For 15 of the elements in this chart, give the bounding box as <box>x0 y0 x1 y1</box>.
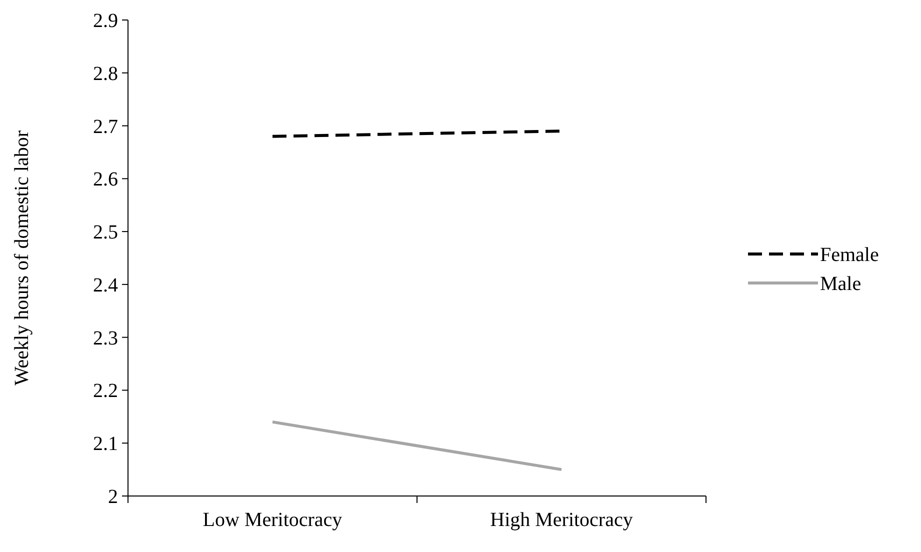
legend-label: Female <box>820 244 879 266</box>
y-tick-label: 2.3 <box>93 327 118 350</box>
x-tick-label: Low Meritocracy <box>202 509 342 531</box>
y-tick-label: 2.6 <box>93 168 118 191</box>
y-tick-label: 2.4 <box>93 274 118 296</box>
y-tick-label: 2.2 <box>93 380 118 402</box>
y-tick-label: 2 <box>108 486 118 508</box>
y-tick-label: 2.8 <box>93 62 118 85</box>
legend-label: Male <box>820 273 862 295</box>
y-tick-label: 2.9 <box>93 10 118 32</box>
y-tick-label: 2.5 <box>93 222 118 244</box>
y-axis-title: Weekly hours of domestic labor <box>11 130 33 386</box>
y-tick-label: 2.7 <box>93 116 118 138</box>
x-tick-label: High Meritocracy <box>490 509 633 531</box>
y-tick-label: 2.1 <box>93 433 118 456</box>
